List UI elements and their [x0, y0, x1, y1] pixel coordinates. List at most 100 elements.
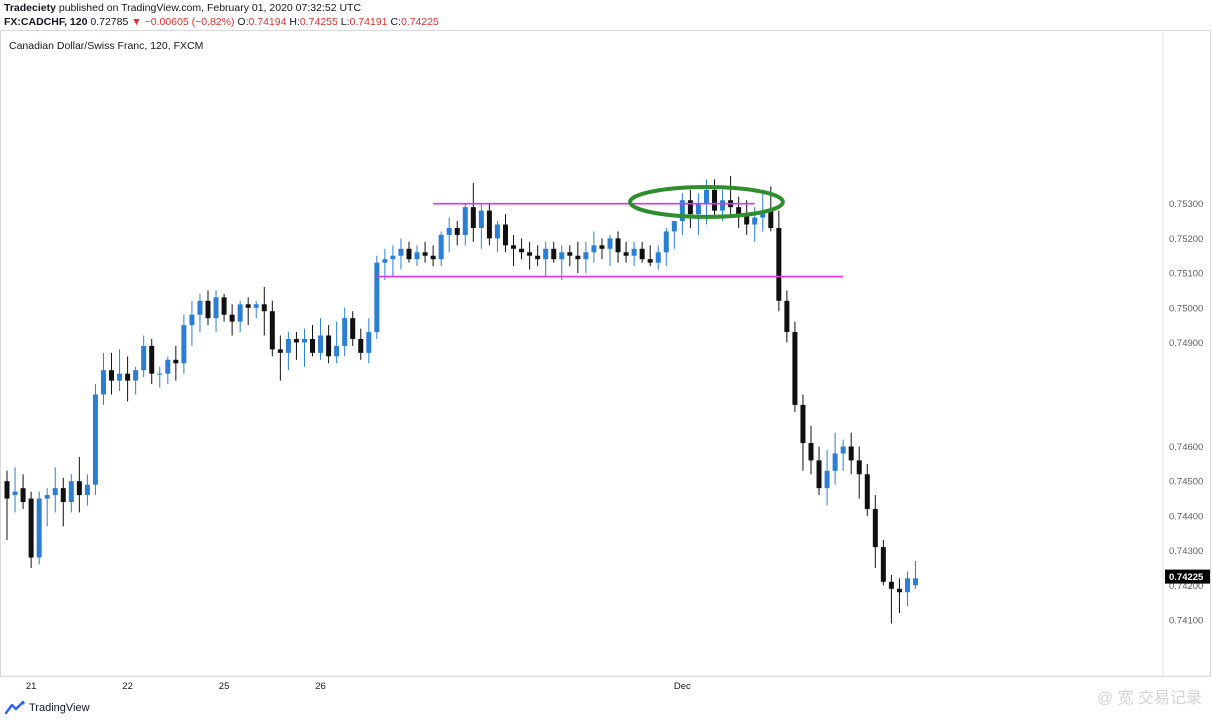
candle-up: [679, 200, 685, 222]
candle-up: [141, 345, 147, 371]
candle-down: [639, 248, 645, 260]
price-tick-label: 0.74900: [1169, 338, 1203, 349]
candle-up: [366, 332, 372, 353]
candle-down: [125, 373, 131, 381]
candle-up: [655, 252, 661, 263]
candle-up: [374, 262, 380, 333]
candle-up: [462, 207, 468, 235]
candle-up: [840, 446, 846, 454]
candle-down: [776, 227, 782, 301]
time-tick-label: Dec: [674, 681, 691, 692]
candle-down: [888, 581, 894, 589]
down-arrow-icon: ▼: [131, 16, 142, 28]
candle-up: [824, 470, 830, 489]
time-tick-label: 26: [315, 681, 326, 692]
candle-up: [382, 259, 388, 263]
candle-up: [607, 238, 613, 249]
candle-up: [760, 210, 766, 218]
candle-up: [720, 200, 726, 211]
candle-up: [133, 370, 139, 381]
candle-up: [904, 578, 910, 593]
watermark: @ 宽 交易记录: [1096, 690, 1202, 707]
candle-up: [92, 394, 98, 485]
candle-down: [712, 189, 718, 211]
candle-down: [615, 238, 621, 253]
current-price-label: 0.74225: [1169, 572, 1204, 583]
candle-down: [269, 311, 275, 350]
candle-up: [117, 373, 123, 381]
author-name[interactable]: Tradeciety: [4, 2, 56, 14]
candle-down: [20, 488, 26, 503]
time-tick-label: 21: [26, 681, 37, 692]
candle-down: [736, 207, 742, 215]
chart-frame[interactable]: [0, 30, 1211, 677]
tradingview-brand[interactable]: TradingView: [5, 701, 90, 715]
candle-down: [880, 547, 886, 582]
candle-up: [44, 495, 50, 499]
candle-down: [784, 300, 790, 333]
candle-up: [543, 248, 549, 260]
candle-down: [575, 255, 581, 260]
price-tick-label: 0.75300: [1169, 199, 1203, 210]
candle-up: [318, 335, 324, 353]
candle-down: [454, 227, 460, 235]
candle-down: [221, 297, 227, 315]
candle-down: [848, 446, 854, 461]
candle-up: [68, 481, 74, 503]
price-tick-label: 0.75100: [1169, 269, 1203, 280]
candle-up: [52, 488, 58, 496]
candle-up: [703, 189, 709, 204]
price-tick-label: 0.74400: [1169, 511, 1203, 522]
price-tick-label: 0.74100: [1169, 615, 1203, 626]
candle-down: [896, 588, 902, 593]
candle-down: [486, 210, 492, 239]
candle-up: [913, 578, 919, 586]
candle-up: [253, 304, 259, 308]
brand-label: TradingView: [29, 702, 90, 714]
candle-down: [4, 481, 10, 499]
candle-down: [535, 255, 541, 260]
candle-up: [189, 314, 195, 326]
candle-down: [816, 460, 822, 489]
candle-up: [695, 203, 701, 215]
candle-down: [599, 245, 605, 249]
candle-down: [277, 349, 283, 353]
publish-header: Tradeciety published on TradingView.com,…: [0, 0, 1212, 30]
candle-up: [414, 252, 420, 260]
candle-up: [559, 252, 565, 260]
instrument-title: Canadian Dollar/Swiss Franc, 120, FXCM: [9, 40, 204, 52]
candle-down: [245, 304, 251, 308]
price-tick-label: 0.75000: [1169, 303, 1203, 314]
time-tick-label: 22: [122, 681, 133, 692]
time-tick-label: 25: [219, 681, 230, 692]
open-label: O:: [237, 16, 249, 28]
candle-up: [494, 224, 500, 239]
candle-down: [872, 508, 878, 548]
candle-down: [173, 359, 179, 364]
ohlc-legend: FX:CADCHF, 120 0.72785 ▼ −0.00605 (−0.82…: [4, 16, 439, 28]
candle-down: [519, 248, 525, 253]
candle-down: [293, 338, 299, 343]
candle-up: [438, 234, 444, 260]
candle-up: [663, 231, 669, 253]
candle-up: [832, 453, 838, 471]
candle-down: [551, 248, 557, 260]
tradingview-logo-icon: [5, 701, 25, 715]
candle-up: [12, 491, 18, 496]
candle-down: [470, 207, 476, 228]
low-label: L:: [340, 16, 350, 28]
highlight-ellipse: [628, 185, 785, 219]
candle-up: [36, 498, 42, 558]
price-tick-label: 0.74600: [1169, 442, 1203, 453]
candle-down: [527, 252, 533, 256]
candle-up: [165, 359, 171, 374]
candle-up: [285, 338, 291, 353]
candle-down: [768, 210, 774, 228]
candle-up: [237, 304, 243, 322]
candle-down: [76, 481, 82, 496]
candle-down: [261, 304, 267, 312]
candle-down: [350, 318, 356, 339]
candle-up: [84, 484, 90, 496]
candle-up: [671, 221, 677, 232]
